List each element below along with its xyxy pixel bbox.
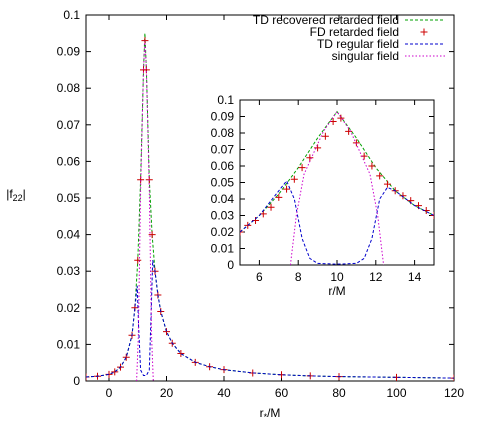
fd-point [314, 144, 322, 152]
inset-xtick-label: 10 [330, 270, 344, 284]
main-xtick-label: 60 [275, 386, 289, 400]
fd-point [337, 114, 345, 122]
fd-point [383, 180, 391, 188]
inset-xtick-label: 6 [256, 270, 263, 284]
main-ylabel: |f22| [6, 187, 26, 203]
legend-swatch-fd [420, 28, 428, 36]
inset-ytick-label: 0.02 [211, 225, 235, 239]
main-xtick-label: 20 [160, 386, 174, 400]
inset-xtick-label: 12 [369, 270, 383, 284]
main-ytick-label: 0 [73, 374, 80, 388]
ylabel-rest: | [23, 187, 26, 201]
inset-series-group [240, 110, 434, 265]
inset-ytick-label: 0.1 [217, 93, 234, 107]
fd-point [306, 154, 314, 162]
legend-label-regular: TD regular field [317, 37, 399, 51]
legend-label-singular: singular field [332, 49, 399, 63]
main-series-regular [86, 260, 454, 379]
fd-point [321, 132, 329, 140]
main-xtick-label: 80 [332, 386, 346, 400]
inset-ytick-label: 0.05 [211, 176, 235, 190]
main-ytick-label: 0.1 [63, 8, 80, 22]
inset-ytick-label: 0.08 [211, 126, 235, 140]
main-xtick-label: 40 [217, 386, 231, 400]
inset-ytick-label: 0 [227, 258, 234, 272]
fd-point [111, 368, 119, 376]
main-xlabel: r*/M [260, 406, 281, 422]
fd-point [298, 164, 306, 172]
inset-series-singular [289, 110, 385, 265]
ylabel-sub: 22 [13, 193, 23, 203]
fd-point [163, 328, 170, 336]
xlabel-sub: * [264, 412, 268, 422]
inset-ytick-label: 0.03 [211, 209, 235, 223]
inset-ytick-label: 0.01 [211, 242, 235, 256]
inset-plot: 0 0.01 0.02 0.03 0.04 0.05 0.06 0.07 0.08 0.09 0.1… [211, 93, 435, 298]
xlabel-rest: /M [267, 406, 280, 420]
fd-point [122, 353, 130, 361]
fd-point [148, 231, 156, 239]
fd-point [177, 350, 185, 358]
main-series-group [86, 33, 454, 381]
inset-ytick-label: 0.04 [211, 192, 235, 206]
main-ytick-label: 0.01 [57, 337, 81, 351]
main-ytick-label: 0.06 [57, 154, 81, 168]
fd-point [352, 139, 360, 147]
fd-point [240, 228, 244, 236]
main-xtick-label: 120 [444, 386, 464, 400]
fd-point [283, 185, 291, 193]
fd-point [267, 203, 275, 211]
inset-ytick-label: 0.07 [211, 143, 235, 157]
fd-point [134, 256, 142, 264]
main-ytick-label: 0.08 [57, 81, 81, 95]
inset-series-fd [240, 114, 434, 236]
fd-point [275, 193, 283, 201]
main-ytick-label: 0.02 [57, 301, 81, 315]
main-series-singular [136, 40, 154, 381]
main-ytick-label: 0.09 [57, 45, 81, 59]
inset-xlabel: r/M [328, 284, 345, 298]
main-ytick-label: 0.04 [57, 228, 81, 242]
inset-frame [239, 99, 435, 266]
fd-point [399, 192, 407, 200]
fd-point [450, 374, 454, 381]
main-ytick-label: 0.03 [57, 264, 81, 278]
inset-xtick-label: 14 [408, 270, 422, 284]
legend-label-recovered: TD recovered retarded field [253, 13, 399, 27]
main-xtick-label: 100 [386, 386, 406, 400]
main-xtick-label: 0 [106, 386, 113, 400]
inset-ytick-label: 0.06 [211, 159, 235, 173]
inset-ytick-label: 0.09 [211, 110, 235, 124]
legend-label-fd: FD retarded field [310, 25, 399, 39]
fd-point [376, 172, 384, 180]
inset-series-regular [240, 179, 434, 265]
fd-point [290, 175, 298, 183]
main-ytick-label: 0.05 [57, 191, 81, 205]
fd-point [368, 162, 376, 170]
inset-xtick-label: 8 [295, 270, 302, 284]
main-ytick-label: 0.07 [57, 118, 81, 132]
fd-point [430, 212, 434, 219]
